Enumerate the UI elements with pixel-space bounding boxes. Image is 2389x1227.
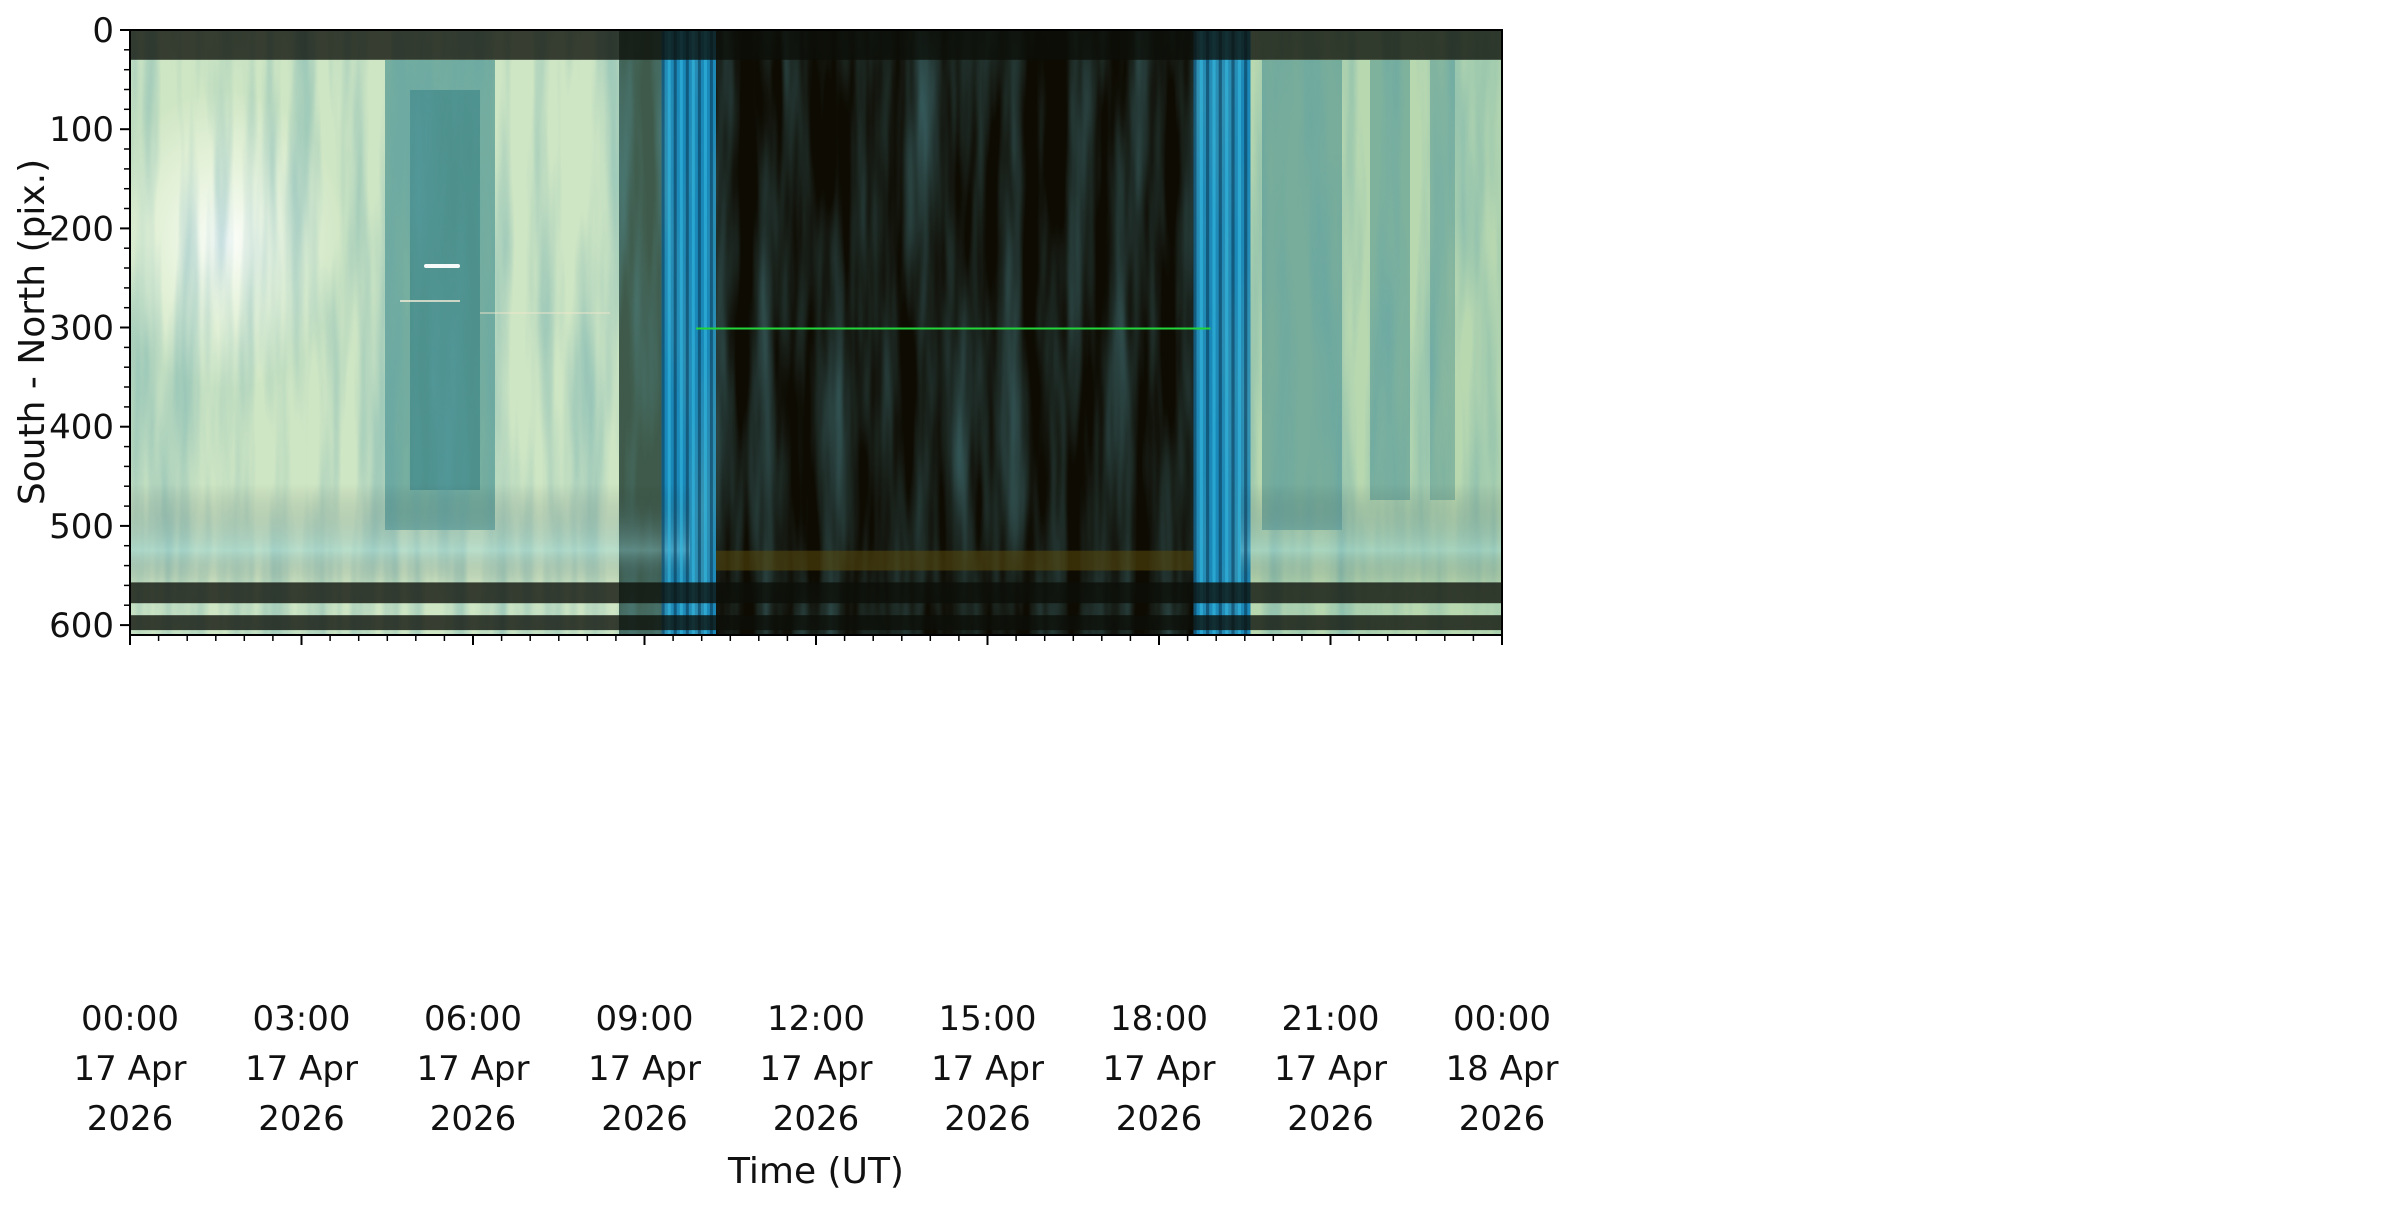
x-tick-label-date: 17 Apr [1274, 1049, 1387, 1089]
x-tick-label-time: 21:00 [1282, 999, 1380, 1039]
x-tick-label-time: 15:00 [939, 999, 1037, 1039]
twilight-stripe [1231, 30, 1235, 635]
x-tick-label-time: 12:00 [767, 999, 865, 1039]
bright-streak-2 [400, 300, 460, 302]
y-tick-label: 200 [49, 209, 114, 249]
dark-band [130, 582, 1502, 604]
twilight-stripe [685, 30, 689, 635]
twilight-stripe [1193, 30, 1197, 635]
x-tick-label-date: 17 Apr [74, 1049, 187, 1089]
dark-band [130, 30, 1502, 60]
x-tick-label-time: 09:00 [596, 999, 694, 1039]
twilight-stripe [1212, 30, 1216, 635]
x-axis-label: Time (UT) [727, 1151, 904, 1192]
y-tick-label: 500 [49, 507, 114, 547]
x-tick-label-time: 00:00 [81, 999, 179, 1039]
keogram-image [130, 30, 1502, 635]
y-tick-label: 300 [49, 309, 114, 349]
twilight-stripe [1206, 30, 1210, 635]
twilight-stripe [1244, 30, 1248, 635]
x-tick-label-time: 00:00 [1453, 999, 1551, 1039]
twilight-stripe [1199, 30, 1203, 635]
x-tick-label: 21:00 17 Apr 2026 [1274, 999, 1387, 1139]
twilight-stripe [673, 30, 677, 635]
dark-band [130, 615, 1502, 631]
y-tick-label: 600 [49, 606, 114, 646]
x-tick-label-date: 18 Apr [1446, 1049, 1559, 1089]
x-tick-label: 18:00 17 Apr 2026 [1103, 999, 1216, 1139]
x-tick-label-time: 06:00 [424, 999, 522, 1039]
x-tick-label-year: 2026 [773, 1099, 860, 1139]
x-tick-label-year: 2026 [944, 1099, 1031, 1139]
x-axis-ticks: 00:00 17 Apr 2026 03:00 17 Apr 2026 06:00 17 Ap… [74, 635, 1559, 1139]
x-tick-label-year: 2026 [1116, 1099, 1203, 1139]
twilight-stripe [1218, 30, 1222, 635]
x-tick-label-year: 2026 [87, 1099, 174, 1139]
x-tick-label-year: 2026 [430, 1099, 517, 1139]
x-tick-label: 09:00 17 Apr 2026 [588, 999, 701, 1139]
x-tick-label-date: 17 Apr [588, 1049, 701, 1089]
y-tick-label: 0 [92, 11, 114, 51]
twilight-stripe [691, 30, 695, 635]
x-tick-label-date: 17 Apr [931, 1049, 1044, 1089]
x-tick-label-date: 17 Apr [245, 1049, 358, 1089]
x-tick-label-date: 17 Apr [417, 1049, 530, 1089]
twilight-stripe [709, 30, 713, 635]
y-axis-ticks: 0 100 200 300 400 500 600 [49, 11, 130, 646]
x-tick-label: 00:00 17 Apr 2026 [74, 999, 187, 1139]
twilight-stripe [679, 30, 683, 635]
twilight-stripe [667, 30, 671, 635]
twilight-stripe [661, 30, 665, 635]
x-tick-label-time: 18:00 [1110, 999, 1208, 1039]
twilight-stripe [703, 30, 707, 635]
x-tick-label: 03:00 17 Apr 2026 [245, 999, 358, 1139]
horizon-tint-right [1240, 30, 1502, 635]
x-tick-label-date: 17 Apr [760, 1049, 873, 1089]
bright-streak-1 [424, 264, 460, 268]
x-tick-label: 00:00 18 Apr 2026 [1446, 999, 1559, 1139]
x-tick-label: 12:00 17 Apr 2026 [760, 999, 873, 1139]
night-glow-band [716, 550, 1194, 571]
twilight-stripe [1237, 30, 1241, 635]
x-tick-label: 15:00 17 Apr 2026 [931, 999, 1044, 1139]
horizon-tint-left [130, 30, 690, 635]
y-axis-label: South - North (pix.) [12, 159, 53, 505]
y-tick-label: 100 [49, 110, 114, 150]
x-tick-label-time: 03:00 [253, 999, 351, 1039]
x-tick-label-year: 2026 [601, 1099, 688, 1139]
bright-streak-3 [480, 312, 610, 314]
twilight-stripe [697, 30, 701, 635]
twilight-stripe [1225, 30, 1229, 635]
twilight-stripes [661, 30, 1248, 635]
x-tick-label-year: 2026 [1287, 1099, 1374, 1139]
y-tick-label: 400 [49, 408, 114, 448]
x-tick-label-date: 17 Apr [1103, 1049, 1216, 1089]
x-tick-label-year: 2026 [258, 1099, 345, 1139]
x-tick-label: 06:00 17 Apr 2026 [417, 999, 530, 1139]
dark-bands [130, 30, 1502, 631]
x-tick-label-year: 2026 [1459, 1099, 1546, 1139]
